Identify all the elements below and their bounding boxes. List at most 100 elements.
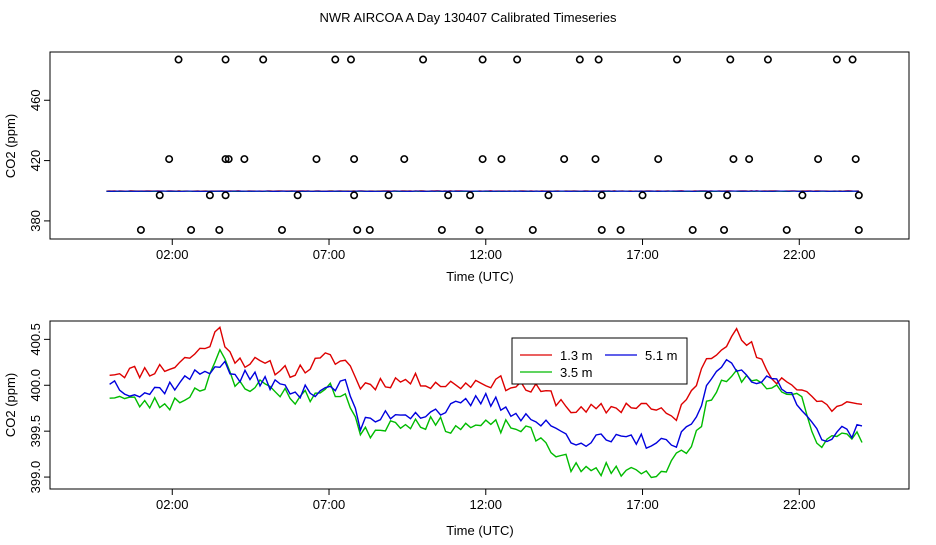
outlier-point [595,56,601,62]
outlier-point [815,156,821,162]
outlier-point [674,56,680,62]
outlier-point [216,227,222,233]
outlier-point [138,227,144,233]
outlier-point [834,56,840,62]
outlier-point [260,56,266,62]
bottom-y-axis-label: CO2 (ppm) [3,373,18,437]
outlier-point [467,192,473,198]
top-series-group [106,191,858,192]
bottom-y-tick-label: 400.5 [28,323,43,356]
chart-title: NWR AIRCOA A Day 130407 Calibrated Times… [320,10,617,25]
outlier-point [207,192,213,198]
top-x-tick-label: 22:00 [783,247,816,262]
bottom-y-axis: 399.0 399.5 400.0 400.5 [28,323,50,493]
bottom-x-tick-label: 07:00 [313,497,346,512]
outlier-point [799,192,805,198]
outlier-point [479,156,485,162]
outlier-point [784,227,790,233]
top-plot-frame [50,52,909,239]
outlier-point [420,56,426,62]
outlier-point [599,192,605,198]
outlier-point [385,192,391,198]
top-x-axis: 02:00 07:00 12:00 17:00 22:00 [156,239,816,262]
outlier-point [188,227,194,233]
top-x-tick-label: 02:00 [156,247,189,262]
outlier-point [577,56,583,62]
outlier-point [849,56,855,62]
top-y-axis: 380 420 460 [28,89,50,231]
outlier-point [166,156,172,162]
outlier-point [514,56,520,62]
bottom-panel: 02:00 07:00 12:00 17:00 22:00 399.0 399.5 400.… [3,321,909,538]
outlier-point [599,227,605,233]
outlier-point [853,156,859,162]
top-y-tick-label: 380 [28,210,43,232]
outlier-point [727,56,733,62]
outlier-point [545,192,551,198]
outlier-point [639,192,645,198]
top-outlier-points [138,56,862,233]
outlier-point [175,56,181,62]
top-x-tick-label: 12:00 [469,247,502,262]
bottom-x-tick-label: 12:00 [469,497,502,512]
outlier-point [592,156,598,162]
bottom-series-line-51m [110,360,862,449]
top-panel: 02:00 07:00 12:00 17:00 22:00 380 420 460 Time… [3,52,909,284]
outlier-point [498,156,504,162]
legend-label-5-1m: 5.1 m [645,348,678,363]
outlier-point [445,192,451,198]
outlier-point [222,192,228,198]
bottom-x-axis-label: Time (UTC) [446,523,513,538]
outlier-point [439,227,445,233]
outlier-point [724,192,730,198]
outlier-point [313,156,319,162]
bottom-x-axis: 02:00 07:00 12:00 17:00 22:00 [156,489,816,512]
outlier-point [856,227,862,233]
outlier-point [401,156,407,162]
outlier-point [354,227,360,233]
legend-label-1-3m: 1.3 m [560,348,593,363]
outlier-point [222,56,228,62]
bottom-x-tick-label: 17:00 [626,497,659,512]
outlier-point [476,227,482,233]
top-y-axis-label: CO2 (ppm) [3,114,18,178]
top-x-tick-label: 17:00 [626,247,659,262]
bottom-plot-frame [50,321,909,489]
legend: 1.3 m 5.1 m 3.5 m [512,338,687,384]
outlier-point [351,192,357,198]
outlier-point [294,192,300,198]
top-y-tick-label: 460 [28,89,43,111]
outlier-point [279,227,285,233]
top-y-tick-label: 420 [28,150,43,172]
outlier-point [348,56,354,62]
outlier-point [617,227,623,233]
bottom-series-line-13m [110,327,862,420]
bottom-y-tick-label: 399.0 [28,461,43,494]
bottom-x-tick-label: 22:00 [783,497,816,512]
outlier-point [241,156,247,162]
outlier-point [332,56,338,62]
outlier-point [721,227,727,233]
outlier-point [561,156,567,162]
top-x-tick-label: 07:00 [313,247,346,262]
top-x-axis-label: Time (UTC) [446,269,513,284]
outlier-point [351,156,357,162]
outlier-point [856,192,862,198]
outlier-point [730,156,736,162]
outlier-point [655,156,661,162]
bottom-series-line-35m [110,350,862,478]
legend-label-3-5m: 3.5 m [560,365,593,380]
bottom-y-tick-label: 400.0 [28,369,43,402]
outlier-point [746,156,752,162]
bottom-x-tick-label: 02:00 [156,497,189,512]
outlier-point [705,192,711,198]
bottom-y-tick-label: 399.5 [28,415,43,448]
outlier-point [765,56,771,62]
outlier-point [367,227,373,233]
outlier-point [479,56,485,62]
outlier-point [530,227,536,233]
outlier-point [157,192,163,198]
outlier-point [689,227,695,233]
